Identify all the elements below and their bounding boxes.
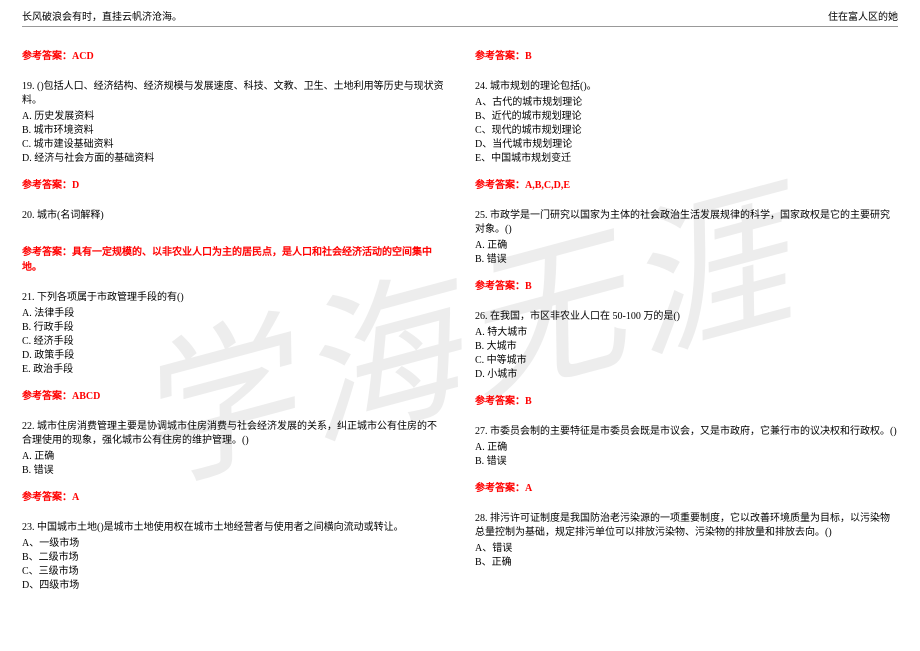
answer-text: 参考答案：具有一定规模的、以非农业人口为主的居民点，是人口和社会经济活动的空间集… [22,243,445,273]
option: B. 错误 [475,455,898,469]
question-options: A. 正确 B. 错误 [22,450,445,478]
option: A. 历史发展资料 [22,110,445,124]
question-stem: 21. 下列各项属于市政管理手段的有() [22,291,445,305]
question-options: A、一级市场 B、二级市场 C、三级市场 D、四级市场 [22,537,445,593]
answer-text: 参考答案：ACD [22,47,445,62]
content-columns: 参考答案：ACD 19. ()包括人口、经济结构、经济规模与发展速度、科技、文教… [22,37,898,599]
header-right: 住在富人区的她 [828,8,898,23]
question-stem: 28. 排污许可证制度是我国防治老污染源的一项重要制度，它以改善环境质量为目标，… [475,512,898,540]
option: A. 正确 [475,239,898,253]
option: B、近代的城市规划理论 [475,110,898,124]
question-stem: 25. 市政学是一门研究以国家为主体的社会政治生活发展规律的科学，国家政权是它的… [475,209,898,237]
option: A. 特大城市 [475,326,898,340]
question-24: 24. 城市规划的理论包括()。 A、古代的城市规划理论 B、近代的城市规划理论… [475,80,898,166]
answer-text: 参考答案：A,B,C,D,E [475,176,898,191]
question-stem: 27. 市委员会制的主要特征是市委员会既是市议会，又是市政府，它兼行市的议决权和… [475,425,898,439]
option: A、错误 [475,542,898,556]
question-options: A. 特大城市 B. 大城市 C. 中等城市 D. 小城市 [475,326,898,382]
question-options: A. 正确 B. 错误 [475,441,898,469]
question-19: 19. ()包括人口、经济结构、经济规模与发展速度、科技、文教、卫生、土地利用等… [22,80,445,166]
option: D. 经济与社会方面的基础资料 [22,152,445,166]
question-options: A、错误 B、正确 [475,542,898,570]
answer-text: 参考答案：B [475,392,898,407]
question-stem: 20. 城市(名词解释) [22,209,445,223]
option: A. 法律手段 [22,307,445,321]
question-stem: 22. 城市住房消费管理主要是协调城市住房消费与社会经济发展的关系，纠正城市公有… [22,420,445,448]
page-header: 长风破浪会有时，直挂云帆济沧海。 住在富人区的她 [22,8,898,27]
answer-text: 参考答案：B [475,277,898,292]
option: B. 城市环境资料 [22,124,445,138]
question-stem: 26. 在我国，市区非农业人口在 50-100 万的是() [475,310,898,324]
question-stem: 23. 中国城市土地()是城市土地使用权在城市土地经营者与使用者之间横向流动或转… [22,521,445,535]
option: C. 中等城市 [475,354,898,368]
question-options: A、古代的城市规划理论 B、近代的城市规划理论 C、现代的城市规划理论 D、当代… [475,96,898,166]
question-stem: 24. 城市规划的理论包括()。 [475,80,898,94]
left-column: 参考答案：ACD 19. ()包括人口、经济结构、经济规模与发展速度、科技、文教… [22,37,445,599]
option: D、当代城市规划理论 [475,138,898,152]
option: B. 行政手段 [22,321,445,335]
question-26: 26. 在我国，市区非农业人口在 50-100 万的是() A. 特大城市 B.… [475,310,898,382]
question-stem: 19. ()包括人口、经济结构、经济规模与发展速度、科技、文教、卫生、土地利用等… [22,80,445,108]
question-25: 25. 市政学是一门研究以国家为主体的社会政治生活发展规律的科学，国家政权是它的… [475,209,898,267]
question-options: A. 历史发展资料 B. 城市环境资料 C. 城市建设基础资料 D. 经济与社会… [22,110,445,166]
question-28: 28. 排污许可证制度是我国防治老污染源的一项重要制度，它以改善环境质量为目标，… [475,512,898,570]
answer-text: 参考答案：B [475,47,898,62]
option: A、古代的城市规划理论 [475,96,898,110]
option: D、四级市场 [22,579,445,593]
page: 长风破浪会有时，直挂云帆济沧海。 住在富人区的她 参考答案：ACD 19. ()… [0,0,920,651]
question-20: 20. 城市(名词解释) [22,209,445,223]
option: C、现代的城市规划理论 [475,124,898,138]
option: A、一级市场 [22,537,445,551]
option: A. 正确 [22,450,445,464]
question-options: A. 正确 B. 错误 [475,239,898,267]
header-left: 长风破浪会有时，直挂云帆济沧海。 [22,8,182,23]
question-23: 23. 中国城市土地()是城市土地使用权在城市土地经营者与使用者之间横向流动或转… [22,521,445,593]
option: D. 小城市 [475,368,898,382]
answer-text: 参考答案：D [22,176,445,191]
option: B. 大城市 [475,340,898,354]
option: B、正确 [475,556,898,570]
option: B. 错误 [475,253,898,267]
option: C. 经济手段 [22,335,445,349]
answer-text: 参考答案：A [22,488,445,503]
option: C、三级市场 [22,565,445,579]
question-options: A. 法律手段 B. 行政手段 C. 经济手段 D. 政策手段 E. 政治手段 [22,307,445,377]
question-27: 27. 市委员会制的主要特征是市委员会既是市议会，又是市政府，它兼行市的议决权和… [475,425,898,469]
answer-text: 参考答案：ABCD [22,387,445,402]
right-column: 参考答案：B 24. 城市规划的理论包括()。 A、古代的城市规划理论 B、近代… [475,37,898,599]
option: D. 政策手段 [22,349,445,363]
option: C. 城市建设基础资料 [22,138,445,152]
option: E、中国城市规划变迁 [475,152,898,166]
answer-text: 参考答案：A [475,479,898,494]
option: A. 正确 [475,441,898,455]
question-22: 22. 城市住房消费管理主要是协调城市住房消费与社会经济发展的关系，纠正城市公有… [22,420,445,478]
question-21: 21. 下列各项属于市政管理手段的有() A. 法律手段 B. 行政手段 C. … [22,291,445,377]
option: B. 错误 [22,464,445,478]
option: E. 政治手段 [22,363,445,377]
option: B、二级市场 [22,551,445,565]
